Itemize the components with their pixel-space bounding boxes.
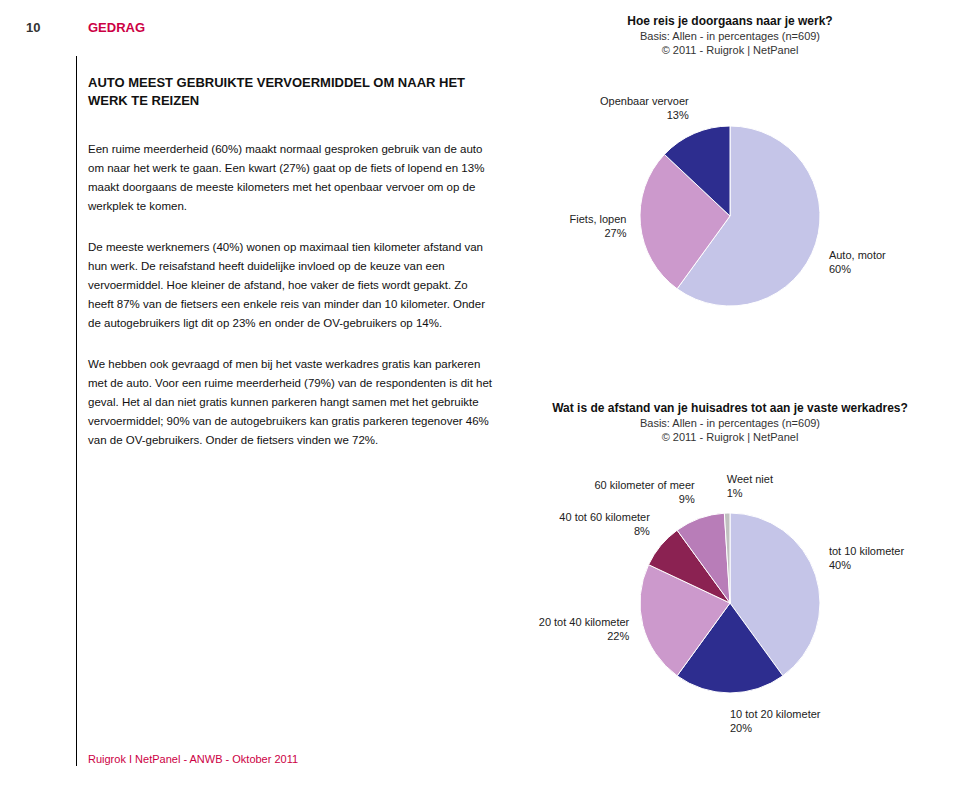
svg-text:20 tot 40 kilometer22%: 20 tot 40 kilometer22% bbox=[539, 616, 630, 642]
html-text:AUTO MEEST GEBRUIKTE VERVOERMI: AUTO MEEST GEBRUIKTE VERVOERMIDDEL OM NA… bbox=[88, 75, 465, 108]
html-text:10: 10 bbox=[26, 20, 41, 35]
svg-text:tot 10 kilometer40%: tot 10 kilometer40% bbox=[829, 545, 905, 571]
svg-text:Weet niet1%: Weet niet1% bbox=[727, 473, 773, 499]
html-text:Ruigrok I NetPanel - ANWB - Ok: Ruigrok I NetPanel - ANWB - Oktober 2011 bbox=[88, 753, 299, 765]
svg-text:Fiets, lopen27%: Fiets, lopen27% bbox=[570, 213, 627, 239]
html-text:© 2011 - Ruigrok | NetPanel: © 2011 - Ruigrok | NetPanel bbox=[661, 44, 799, 56]
html-text:Wat is de afstand van je huisa: Wat is de afstand van je huisadres tot a… bbox=[552, 401, 908, 415]
html-text:Basis: Allen - in percentages: Basis: Allen - in percentages (n=609) bbox=[640, 417, 820, 429]
svg-text:Auto, motor60%: Auto, motor60% bbox=[829, 249, 886, 275]
html-text:Basis: Allen - in percentages: Basis: Allen - in percentages (n=609) bbox=[640, 30, 820, 42]
html-text:We hebben ook gevraagd of men: We hebben ook gevraagd of men bij het va… bbox=[88, 358, 492, 446]
html-text:© 2011 - Ruigrok | NetPanel: © 2011 - Ruigrok | NetPanel bbox=[661, 431, 799, 443]
svg-text:40 tot 60 kilometer8%: 40 tot 60 kilometer8% bbox=[559, 511, 650, 537]
html-text:Hoe reis je doorgaans naar je: Hoe reis je doorgaans naar je werk? bbox=[627, 14, 833, 28]
html-text:De meeste werknemers (40%) won: De meeste werknemers (40%) wonen op maxi… bbox=[88, 241, 485, 329]
svg-text:Openbaar vervoer13%: Openbaar vervoer13% bbox=[600, 95, 689, 121]
svg-text:10 tot 20 kilometer20%: 10 tot 20 kilometer20% bbox=[730, 708, 821, 734]
html-text:Een ruime meerderheid (60%) ma: Een ruime meerderheid (60%) maakt normaa… bbox=[88, 143, 485, 212]
svg-text:60 kilometer of meer9%: 60 kilometer of meer9% bbox=[595, 479, 696, 505]
html-text:GEDRAG: GEDRAG bbox=[88, 20, 146, 35]
